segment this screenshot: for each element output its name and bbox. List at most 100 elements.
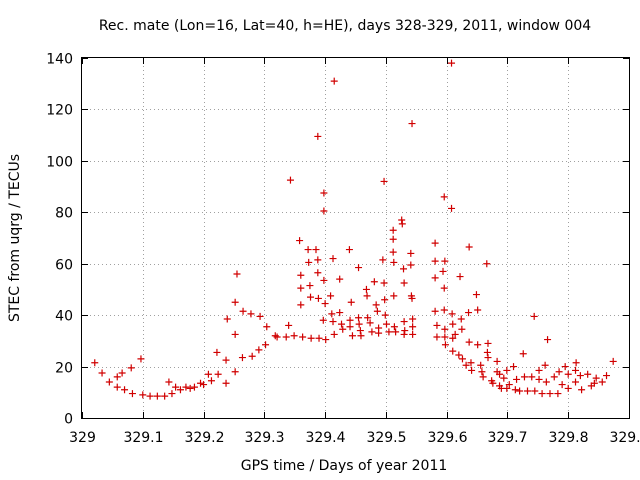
data-point [535, 375, 543, 383]
data-point [479, 373, 487, 381]
y-axis-label: STEC from uqrg / TECUs [7, 154, 23, 322]
data-point [457, 315, 465, 323]
data-point [483, 348, 491, 356]
data-point [456, 273, 464, 281]
data-point [389, 235, 397, 243]
y-tick-label: 140 [46, 52, 73, 68]
x-tick-label: 329.9 [609, 430, 640, 446]
data-point [519, 350, 527, 358]
data-point [465, 338, 473, 346]
data-point [472, 291, 480, 299]
data-point [248, 352, 256, 360]
data-point [408, 294, 416, 302]
data-point [362, 285, 370, 293]
data-point [458, 355, 466, 363]
data-point [118, 369, 126, 377]
data-point [451, 330, 459, 338]
data-point [400, 318, 408, 326]
data-point [222, 356, 230, 364]
data-point [373, 307, 381, 315]
data-point [357, 332, 365, 340]
data-point [503, 384, 511, 392]
data-point [231, 298, 239, 306]
data-point [231, 330, 239, 338]
data-point [314, 269, 322, 277]
data-point [381, 296, 389, 304]
data-point [409, 315, 417, 323]
data-point [366, 319, 374, 327]
data-point [390, 292, 398, 300]
data-point [128, 390, 136, 398]
data-point [455, 351, 463, 359]
data-point [441, 341, 449, 349]
data-point [307, 334, 315, 342]
y-tick-label: 100 [46, 155, 73, 171]
data-point [493, 357, 501, 365]
data-point [320, 207, 328, 215]
data-point [510, 363, 518, 371]
data-point [401, 327, 409, 335]
data-point [408, 120, 416, 128]
data-point [389, 248, 397, 256]
data-point [478, 368, 486, 376]
data-point [314, 132, 322, 140]
data-point [247, 310, 255, 318]
data-point [370, 278, 378, 286]
data-point [458, 325, 466, 333]
data-point [590, 379, 598, 387]
data-point [345, 246, 353, 254]
y-tick-label: 0 [64, 412, 73, 428]
data-point [330, 77, 338, 85]
x-tick-labels: 329 329.1 329.2 329.3 329.4 329.5 329.6 329.7 32… [69, 430, 640, 446]
data-point [297, 271, 305, 279]
data-point [330, 330, 338, 338]
data-point [321, 300, 329, 308]
data-point [271, 332, 279, 340]
data-point [296, 237, 304, 245]
data-point [400, 330, 408, 338]
data-point [542, 378, 550, 386]
data-point [121, 386, 129, 394]
data-points [91, 59, 617, 400]
data-point [474, 306, 482, 314]
data-point [200, 381, 208, 389]
data-point [172, 383, 180, 391]
data-point [449, 347, 457, 355]
data-point [441, 325, 449, 333]
data-point [380, 177, 388, 185]
data-point [389, 226, 397, 234]
data-point [182, 383, 190, 391]
data-point [441, 257, 449, 265]
data-point [546, 390, 554, 398]
data-point [290, 332, 298, 340]
data-point [314, 256, 322, 264]
x-tick-label: 329.6 [427, 430, 467, 446]
x-axis-label: GPS time / Days of year 2011 [241, 458, 448, 474]
data-point [347, 298, 355, 306]
data-point [98, 369, 106, 377]
data-point [449, 334, 457, 342]
data-point [409, 323, 417, 331]
y-tick-label: 20 [55, 361, 73, 377]
data-point [572, 378, 580, 386]
data-point [407, 249, 415, 257]
data-point [392, 328, 400, 336]
data-point [312, 246, 320, 254]
data-point [91, 359, 99, 367]
data-point [368, 328, 376, 336]
data-point [484, 354, 492, 362]
data-point [327, 292, 335, 300]
data-point [448, 59, 456, 67]
data-point [307, 293, 315, 301]
data-point [282, 333, 290, 341]
data-point [433, 333, 441, 341]
data-point [356, 327, 364, 335]
data-point [304, 246, 312, 254]
data-point [398, 220, 406, 228]
data-point [139, 391, 147, 399]
data-point [339, 325, 347, 333]
data-point [382, 320, 390, 328]
data-point [544, 336, 552, 344]
data-point [165, 378, 173, 386]
